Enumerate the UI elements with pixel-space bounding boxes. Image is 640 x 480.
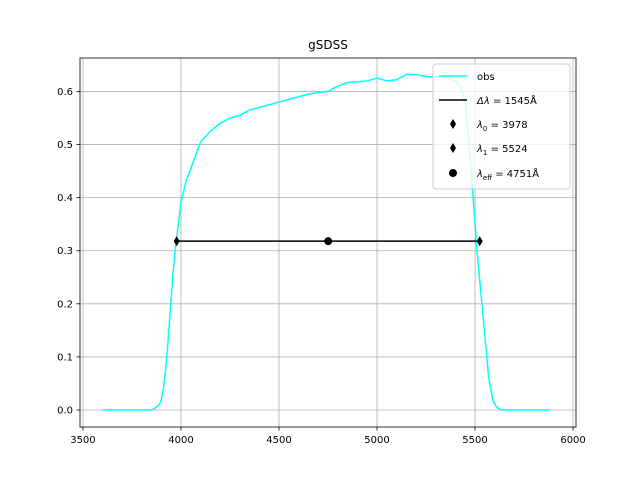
legend-label: Δλ = 1545Å (476, 94, 537, 107)
legend-entry: λ0 = 3978 (450, 119, 528, 133)
legend-swatch (450, 143, 456, 153)
legend-swatch (450, 119, 456, 129)
legend-entry: λ1 = 5524 (450, 143, 528, 157)
grid-lines (80, 58, 576, 427)
legend-label: λeff = 4751Å (476, 167, 539, 182)
x-tick-label: 4500 (266, 435, 291, 446)
legend-entry: Δλ = 1545Å (439, 94, 537, 107)
legend-swatch (449, 169, 457, 177)
x-axis: 3500 4000 4500 5000 5500 6000 (70, 427, 586, 446)
data-point-diamond (476, 236, 483, 247)
y-tick-label: 0.6 (57, 87, 73, 98)
y-tick-label: 0.2 (57, 299, 73, 310)
legend-label: λ1 = 5524 (476, 144, 528, 157)
x-tick-label: 3500 (70, 435, 95, 446)
data-point-circle (324, 237, 333, 246)
legend-label: λ0 = 3978 (476, 120, 528, 133)
legend-entry: obs (439, 72, 495, 83)
data-point-diamond (173, 236, 180, 247)
x-tick-label: 4000 (168, 435, 193, 446)
legend-box (432, 63, 571, 190)
y-tick-label: 0.1 (57, 352, 73, 363)
y-tick-label: 0.4 (57, 193, 73, 204)
y-tick-label: 0.0 (57, 406, 73, 417)
chart-title: gSDSS (308, 38, 348, 52)
series-layer (102, 73, 550, 411)
axes-frame (79, 57, 577, 428)
legend-label: obs (477, 72, 495, 83)
y-tick-label: 0.5 (57, 140, 73, 151)
x-tick-label: 5500 (462, 435, 487, 446)
legend-entry: λeff = 4751Å (449, 167, 539, 182)
y-axis: 0.0 0.1 0.2 0.3 0.4 0.5 0.6 (57, 87, 80, 417)
legend: obs Δλ = 1545Å λ0 = 3978 λ1 = 5524 λeff = 47… (432, 63, 571, 190)
x-tick-label: 6000 (560, 435, 585, 446)
y-tick-label: 0.3 (57, 246, 73, 257)
x-tick-label: 5000 (364, 435, 389, 446)
